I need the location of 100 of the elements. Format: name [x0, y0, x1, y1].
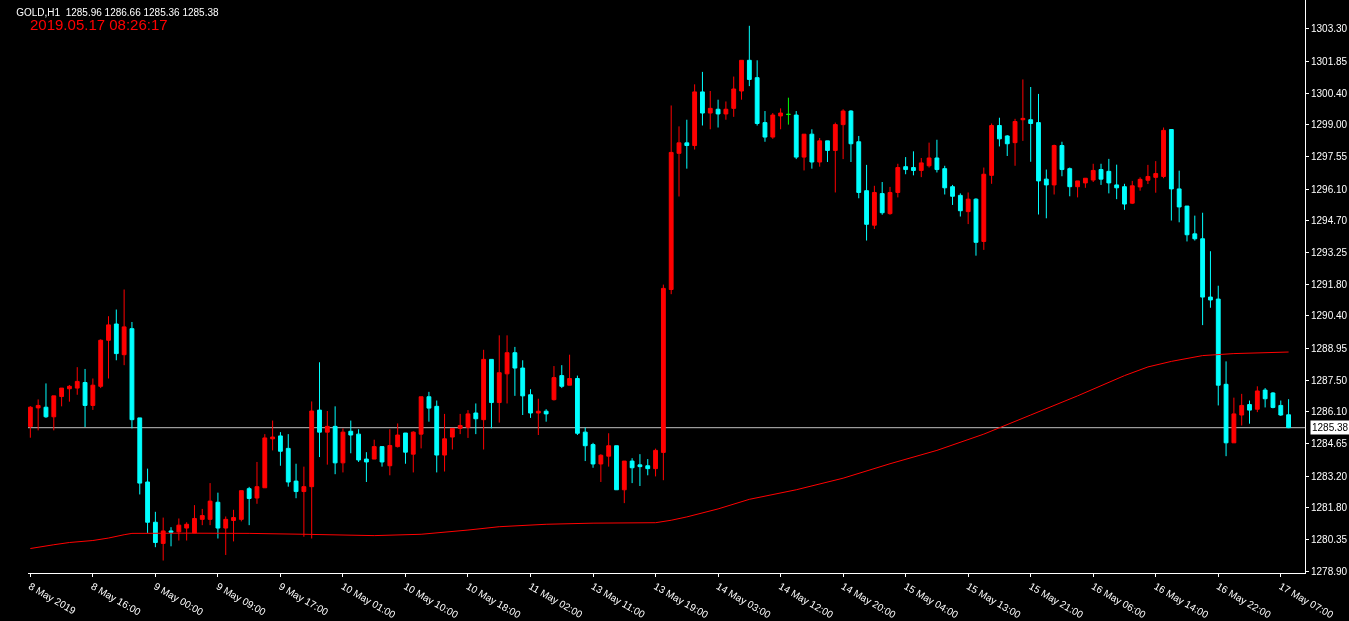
candlestick: [1114, 164, 1120, 200]
candlestick: [28, 405, 33, 439]
candlestick: [778, 107, 784, 130]
candlestick: [395, 422, 401, 448]
y-tick-label: 1283.20: [1311, 470, 1348, 482]
candlestick: [317, 361, 322, 458]
x-tick-label: 15 May 21:00: [1027, 580, 1086, 621]
candlestick: [35, 398, 41, 431]
candlestick: [1043, 169, 1049, 219]
candlestick: [1137, 176, 1143, 192]
candlestick: [403, 432, 408, 465]
candlestick: [168, 526, 174, 547]
candlestick: [700, 71, 705, 126]
candlestick: [1082, 177, 1088, 189]
candlestick: [1247, 400, 1252, 425]
candlestick: [285, 433, 291, 488]
y-tick-label: 1284.65: [1311, 438, 1348, 450]
candlestick: [137, 417, 143, 495]
candlestick: [653, 448, 658, 477]
x-tick-label: 10 May 01:00: [339, 580, 398, 621]
candlestick: [270, 420, 276, 451]
y-tick-label: 1286.10: [1311, 406, 1348, 418]
candlestick: [684, 119, 690, 170]
candlestick: [262, 433, 268, 489]
candlestick: [121, 289, 127, 366]
candlestick: [668, 104, 674, 295]
y-tick-label: 1288.95: [1311, 342, 1348, 354]
candlestick: [231, 509, 236, 542]
candlestick: [551, 365, 557, 402]
candlestick: [324, 410, 330, 466]
candlestick: [301, 466, 307, 538]
x-tick-label: 13 May 11:00: [589, 580, 648, 621]
candlestick: [770, 112, 776, 140]
candlestick: [207, 482, 213, 526]
y-tick-label: 1303.30: [1311, 23, 1348, 35]
candlestick: [145, 468, 150, 534]
candlestick: [989, 123, 995, 185]
candlestick: [1184, 205, 1190, 242]
candlestick: [129, 321, 135, 429]
candlestick: [871, 185, 877, 230]
candlestick: [911, 150, 916, 176]
y-tick-label: 1294.70: [1311, 214, 1348, 226]
candlestick: [614, 445, 619, 491]
candlestick: [918, 157, 924, 178]
x-tick-label: 17 May 07:00: [1277, 580, 1336, 621]
candlestick: [184, 521, 190, 542]
candlestick: [90, 378, 96, 411]
candlestick: [176, 517, 182, 542]
candlestick: [1020, 78, 1026, 142]
candlestick: [957, 192, 963, 218]
x-tick-label: 16 May 22:00: [1214, 580, 1274, 621]
candlestick: [543, 408, 549, 423]
candlestick: [1223, 360, 1229, 457]
text: GOLD,H1 1285.96 1286.66 1285.36 1285.38: [16, 7, 220, 19]
candlestick: [1278, 400, 1284, 417]
candlestick: [1145, 164, 1151, 185]
x-tick-label: 16 May 06:00: [1089, 580, 1149, 621]
candlestick: [1286, 398, 1291, 429]
candlestick: [1059, 141, 1065, 177]
candlestick: [152, 511, 158, 548]
candlestick: [793, 110, 799, 160]
candlestick: [192, 504, 197, 534]
candlestick: [1215, 285, 1221, 406]
candlestick: [879, 181, 885, 216]
candlestick: [293, 463, 299, 499]
y-tick-label: 1290.40: [1311, 310, 1348, 322]
candlestick: [621, 460, 627, 504]
candlestick: [1168, 129, 1174, 222]
candlestick: [746, 25, 752, 87]
candlestick: [903, 156, 909, 175]
candlestick: [1254, 385, 1260, 413]
candlestick: [856, 135, 862, 199]
candlestick: [309, 400, 315, 540]
candlestick: [473, 402, 479, 435]
y-tick-label: 1299.00: [1311, 119, 1348, 131]
candlestick: [567, 354, 573, 386]
y-tick-label: 1281.80: [1311, 501, 1348, 513]
candlestick: [363, 451, 369, 483]
candlestick: [98, 338, 104, 389]
candlestick: [840, 108, 846, 160]
candlestick: [895, 163, 901, 198]
ref-line-label: 1285.38: [1312, 422, 1349, 433]
candlestick: [535, 398, 541, 436]
candlestick: [442, 413, 447, 473]
x-tick-label: 15 May 13:00: [964, 580, 1024, 621]
candlestick: [1012, 118, 1018, 167]
y-tick-label: 1291.80: [1311, 279, 1348, 291]
candlestick: [1231, 397, 1237, 444]
candlestick: [82, 368, 88, 428]
candlestick: [113, 309, 119, 361]
candlestick: [1208, 250, 1213, 309]
candlestick: [801, 133, 807, 171]
candlestick: [1153, 160, 1159, 194]
candlestick: [1090, 163, 1096, 183]
candlestick: [731, 76, 737, 118]
candlestick: [1239, 393, 1245, 426]
candlestick: [67, 384, 72, 403]
y-tick-label: 1287.50: [1311, 375, 1348, 387]
candlestick: [1129, 180, 1135, 205]
candlestick: [74, 366, 80, 396]
